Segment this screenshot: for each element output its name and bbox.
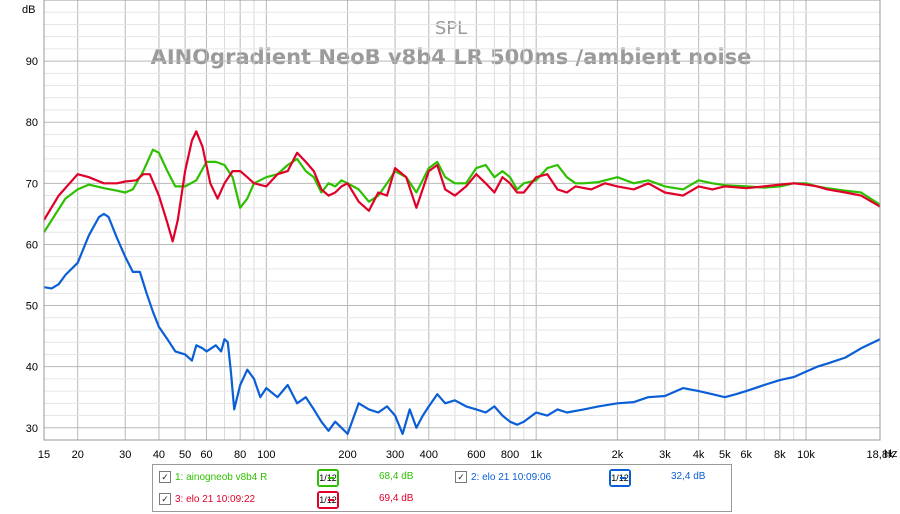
legend-checkbox-1[interactable]: ✓ [159,471,171,483]
legend-checkbox-2[interactable]: ✓ [455,471,467,483]
legend-checkbox-3[interactable]: ✓ [159,493,171,505]
x-tick-label: 80 [234,449,246,461]
y-tick-label: 50 [26,301,38,313]
legend: ✓ 1: ainogneob v8b4 R 1/12 68,4 dB ✓ 2: … [152,464,732,512]
legend-label-2: 2: elo 21 10:09:06 [471,471,552,483]
x-tick-label: 6k [740,449,752,461]
y-tick-label: 40 [26,362,38,374]
x-tick-label: 20 [72,449,84,461]
x-tick-label: 4k [693,449,705,461]
smoothing-button-2[interactable]: 1/12 [609,469,631,487]
legend-item-2[interactable]: ✓ 2: elo 21 10:09:06 [455,469,551,485]
smoothing-button-3[interactable]: 1/12 [317,491,339,509]
x-tick-label: 100 [257,449,275,461]
series-lines [43,130,881,435]
x-tick-label: 60 [200,449,212,461]
series-line-2 [43,212,881,435]
x-tick-label: 40 [153,449,165,461]
legend-label-1: 1: ainogneob v8b4 R [175,471,268,483]
x-tick-label: 3k [659,449,671,461]
x-tick-label: 400 [420,449,438,461]
legend-level-2: 32,4 dB [671,471,706,482]
x-tick-label: 10k [797,449,815,461]
x-tick-label: 5k [719,449,731,461]
x-axis-ticks: 15 20 30 40 50 60 80 100 200 300 400 600 800 1k 2k 3k 4k… [38,449,894,461]
x-axis-unit: Hz [884,448,897,460]
y-tick-label: 30 [26,423,38,435]
legend-item-1[interactable]: ✓ 1: ainogneob v8b4 R [159,469,267,485]
y-axis-label: dB [22,4,35,16]
legend-level-1: 68,4 dB [379,471,414,482]
x-tick-label: 600 [467,449,485,461]
series-line-3 [43,130,881,243]
x-tick-label: 18,8k [867,449,894,461]
x-tick-label: 2k [612,449,624,461]
x-tick-label: 8k [774,449,786,461]
x-tick-label: 30 [119,449,131,461]
y-tick-label: 70 [26,178,38,190]
legend-item-3[interactable]: ✓ 3: elo 21 10:09:22 [159,491,255,507]
x-tick-label: 800 [501,449,519,461]
y-tick-label: 60 [26,239,38,251]
chart-title: SPL [435,18,467,39]
legend-level-3: 69,4 dB [379,493,414,504]
x-tick-label: 15 [38,449,50,461]
y-tick-label: 90 [26,56,38,68]
smoothing-button-1[interactable]: 1/12 [317,469,339,487]
x-tick-label: 300 [386,449,404,461]
y-axis-ticks: 30 40 50 60 70 80 90 [26,56,38,435]
legend-label-3: 3: elo 21 10:09:22 [175,493,256,505]
x-tick-label: 200 [338,449,356,461]
x-tick-label: 1k [530,449,542,461]
y-tick-label: 80 [26,117,38,129]
x-tick-label: 50 [179,449,191,461]
plot-frame [43,0,881,441]
